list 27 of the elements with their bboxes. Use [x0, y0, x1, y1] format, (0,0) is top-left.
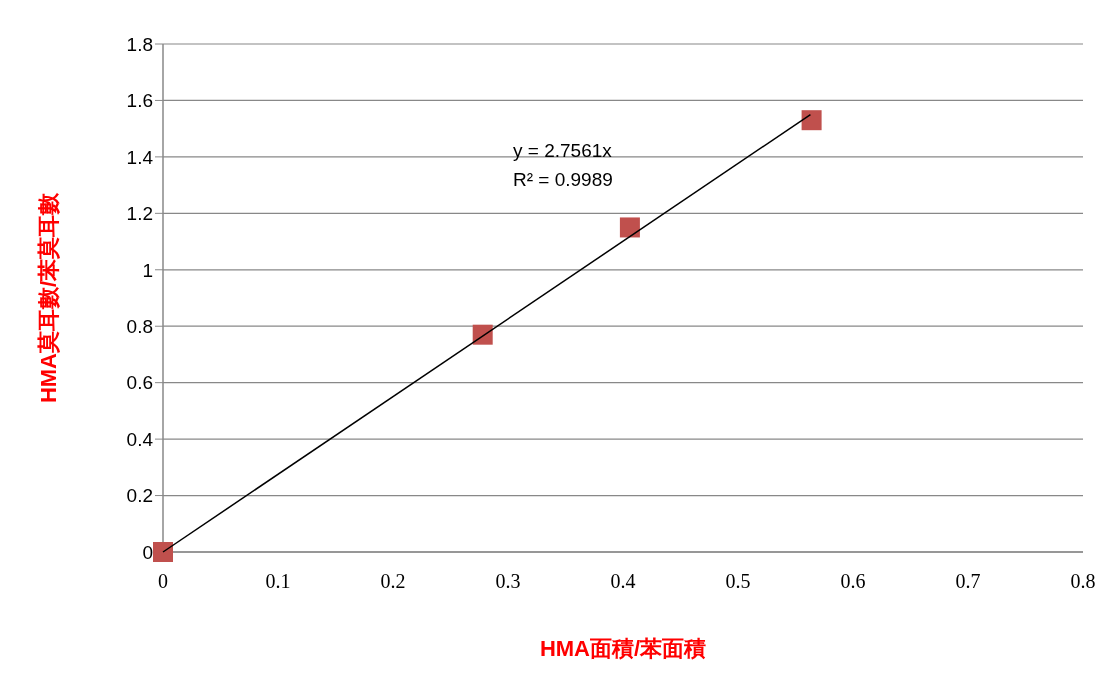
x-axis-title: HMA面積/苯面積	[539, 636, 707, 661]
point	[153, 542, 173, 562]
y-tick-label: 0	[142, 541, 153, 563]
y-tick-label: 0.2	[126, 485, 153, 507]
y-tick-label: 0.4	[126, 428, 154, 450]
y-tick-label: 1	[142, 259, 153, 281]
y-tick-label: 1.6	[126, 90, 153, 112]
y-tick-label: 0.6	[126, 372, 153, 394]
point	[619, 217, 640, 238]
y-tick-label: 1.2	[126, 203, 153, 225]
y-tick-label: 1.4	[126, 146, 154, 168]
annotation: R² = 0.9989	[513, 168, 613, 192]
x-tick-label: 0.8	[1070, 570, 1096, 593]
x-tick-label: 0.1	[265, 570, 291, 593]
y-axis-title: HMA莫耳數/苯莫耳數	[35, 191, 61, 404]
y-tick-label: 1.8	[126, 33, 153, 55]
point	[801, 110, 822, 131]
x-tick-label: 0.2	[380, 570, 406, 593]
point	[472, 324, 493, 345]
annotation: y = 2.7561x	[513, 139, 613, 163]
x-tick-label: 0.4	[610, 570, 636, 593]
x-tick-label: 0.6	[840, 570, 866, 593]
x-tick-label: 0.7	[955, 570, 981, 593]
y-tick-label: 0.8	[126, 315, 153, 337]
x-tick-label: 0.5	[725, 570, 751, 593]
x-tick-label: 0	[158, 570, 168, 593]
x-tick-label: 0.3	[495, 570, 521, 593]
